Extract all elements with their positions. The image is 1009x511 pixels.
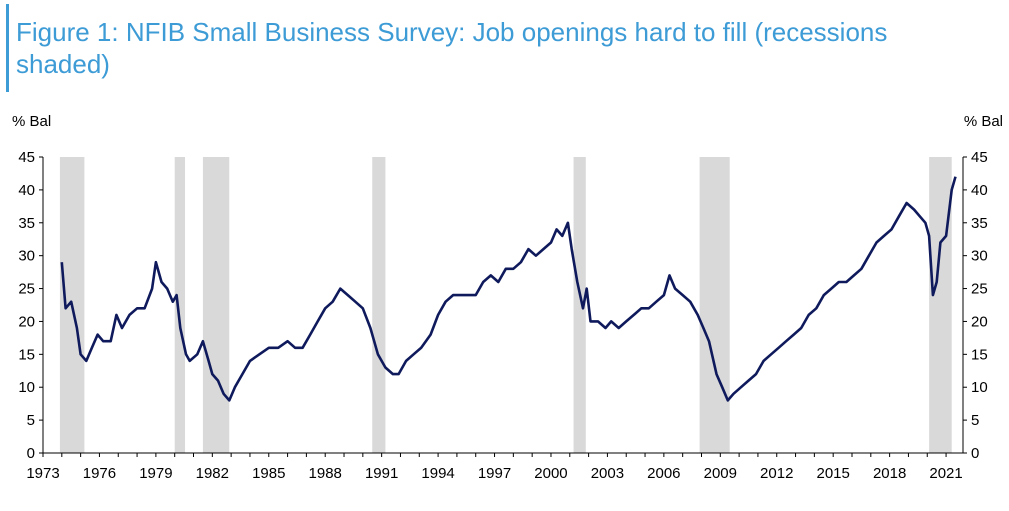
y-tick-label-right-0: 0 — [971, 445, 979, 462]
x-tick-label-2009: 2009 — [704, 465, 737, 482]
y-tick-label-right-10: 10 — [971, 379, 988, 396]
y-tick-label-right-40: 40 — [971, 182, 988, 199]
y-tick-label-right-20: 20 — [971, 313, 988, 330]
x-tick-label-2003: 2003 — [591, 465, 624, 482]
y-tick-label-right-30: 30 — [971, 248, 988, 265]
recession-band-5 — [699, 157, 730, 453]
recession-band-3 — [372, 157, 386, 453]
x-tick-label-1976: 1976 — [83, 465, 116, 482]
y-tick-label-left-0: 0 — [27, 445, 35, 462]
x-tick-label-2021: 2021 — [929, 465, 962, 482]
y-tick-label-left-45: 45 — [18, 149, 35, 166]
series-line-0 — [60, 176, 957, 402]
recession-band-4 — [573, 157, 586, 453]
title-accent-bar — [6, 4, 9, 92]
figure-title: Figure 1: NFIB Small Business Survey: Jo… — [16, 17, 888, 79]
x-tick-label-1982: 1982 — [196, 465, 229, 482]
x-tick-label-2006: 2006 — [647, 465, 680, 482]
right-axis-unit: % Bal — [963, 113, 1003, 130]
x-tick-label-2015: 2015 — [816, 465, 849, 482]
y-tick-label-left-5: 5 — [27, 412, 35, 429]
x-tick-label-1991: 1991 — [365, 465, 398, 482]
y-tick-label-left-35: 35 — [18, 215, 35, 232]
recession-band-6 — [929, 157, 952, 453]
y-tick-label-left-40: 40 — [18, 182, 35, 199]
y-tick-label-right-15: 15 — [971, 346, 988, 363]
y-tick-label-left-30: 30 — [18, 248, 35, 265]
y-tick-label-right-35: 35 — [971, 215, 988, 232]
y-tick-label-right-5: 5 — [971, 412, 979, 429]
x-tick-label-1985: 1985 — [252, 465, 285, 482]
x-tick-label-2012: 2012 — [760, 465, 793, 482]
y-tick-label-right-25: 25 — [971, 281, 988, 298]
x-tick-label-1994: 1994 — [421, 465, 454, 482]
x-tick-label-1973: 1973 — [26, 465, 59, 482]
recession-band-1 — [174, 157, 186, 453]
y-tick-label-left-15: 15 — [18, 346, 35, 363]
x-tick-label-1988: 1988 — [309, 465, 342, 482]
x-tick-label-1997: 1997 — [478, 465, 511, 482]
y-tick-label-left-25: 25 — [18, 281, 35, 298]
y-tick-label-left-20: 20 — [18, 313, 35, 330]
x-tick-label-2018: 2018 — [873, 465, 906, 482]
left-axis-unit: % Bal — [12, 113, 52, 130]
y-tick-label-left-10: 10 — [18, 379, 35, 396]
recession-band-2 — [202, 157, 230, 453]
x-tick-label-1979: 1979 — [139, 465, 172, 482]
x-tick-label-2000: 2000 — [534, 465, 567, 482]
y-tick-label-right-45: 45 — [971, 149, 988, 166]
